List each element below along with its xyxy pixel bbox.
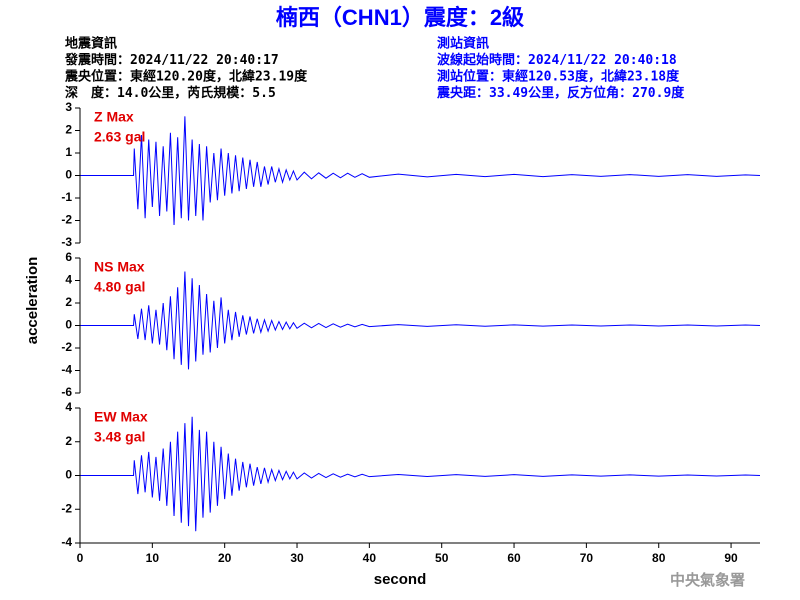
waveform [80, 271, 761, 370]
footer: 中央氣象署 [670, 571, 745, 589]
y-tick-label: 2 [65, 123, 72, 137]
y-tick-label: 4 [65, 400, 72, 414]
y-tick-label: 6 [65, 250, 72, 264]
y-tick-label: 0 [65, 468, 72, 482]
info-line: 震央距：33.49公里，反方位角：270.9度 [436, 85, 685, 101]
info-line: 震央位置：東經120.20度，北緯23.19度 [64, 69, 308, 85]
info-line: 波線起始時間：2024/11/22 20:40:18 [437, 52, 677, 68]
x-tick-label: 80 [652, 551, 666, 565]
y-tick-label: -4 [61, 363, 72, 377]
y-tick-label: -1 [61, 190, 72, 204]
y-tick-label: -6 [61, 385, 72, 399]
x-tick-label: 50 [435, 551, 449, 565]
y-tick-label: 2 [65, 434, 72, 448]
x-tick-label: 0 [77, 551, 84, 565]
max-label: Z Max [94, 109, 134, 125]
info-line: 測站位置：東經120.53度，北緯23.18度 [437, 69, 680, 85]
info-line: 深 度：14.0公里，芮氏規模：5.5 [65, 85, 276, 101]
y-tick-label: -2 [61, 340, 72, 354]
info-line: 地震資訊 [65, 36, 117, 52]
y-tick-label: -2 [61, 213, 72, 227]
max-label: NS Max [94, 259, 145, 275]
x-tick-label: 70 [580, 551, 594, 565]
y-tick-label: 0 [65, 318, 72, 332]
x-tick-label: 20 [218, 551, 232, 565]
max-value: 2.63 gal [94, 129, 145, 145]
y-tick-label: -2 [61, 501, 72, 515]
waveform [80, 116, 761, 226]
x-tick-label: 60 [507, 551, 521, 565]
x-tick-label: 30 [290, 551, 304, 565]
y-axis-label: acceleration [24, 257, 41, 345]
y-tick-label: 3 [65, 100, 72, 114]
max-value: 3.48 gal [94, 429, 145, 445]
y-tick-label: 1 [65, 145, 72, 159]
info-line: 測站資訊 [437, 36, 489, 52]
waveform [80, 416, 761, 532]
x-tick-label: 10 [146, 551, 160, 565]
y-tick-label: -4 [61, 535, 72, 549]
max-value: 4.80 gal [94, 279, 145, 295]
max-label: EW Max [94, 409, 148, 425]
x-tick-label: 40 [363, 551, 377, 565]
y-tick-label: -3 [61, 235, 72, 249]
y-tick-label: 0 [65, 168, 72, 182]
x-tick-label: 90 [724, 551, 738, 565]
y-tick-label: 4 [65, 273, 72, 287]
y-tick-label: 2 [65, 295, 72, 309]
chart-title: 楠西（CHN1）震度：2級 [276, 5, 524, 30]
info-line: 發震時間：2024/11/22 20:40:17 [64, 52, 279, 68]
x-axis-label: second [374, 571, 427, 588]
